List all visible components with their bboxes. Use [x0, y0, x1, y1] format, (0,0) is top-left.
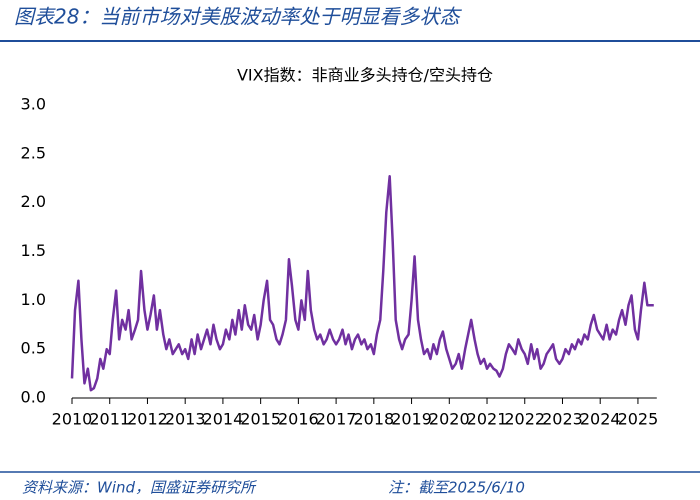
- source: 资料来源：Wind，国盛证券研究所: [22, 479, 257, 497]
- y-tick-label: 2.0: [21, 192, 46, 211]
- x-tick-label: 2015: [240, 410, 281, 429]
- x-tick-label: 2024: [580, 410, 621, 429]
- x-tick-label: 2018: [353, 410, 394, 429]
- x-tick-label: 2017: [316, 410, 357, 429]
- x-tick-label: 2013: [165, 410, 206, 429]
- x-tick-label: 2020: [429, 410, 470, 429]
- y-tick-label: 0.0: [21, 388, 46, 407]
- x-tick-label: 2012: [127, 410, 168, 429]
- x-tick-label: 2023: [542, 410, 583, 429]
- y-tick-label: 1.5: [21, 241, 46, 260]
- x-tick-label: 2010: [52, 410, 93, 429]
- x-tick-label: 2021: [467, 410, 508, 429]
- line-series: [70, 175, 654, 392]
- x-tick-label: 2016: [278, 410, 319, 429]
- y-tick-label: 1.0: [21, 290, 46, 309]
- x-tick-label: 2022: [504, 410, 545, 429]
- note: 注：截至2025/6/10: [388, 479, 525, 497]
- x-tick-label: 2014: [203, 410, 244, 429]
- chart-title: VIX指数：非商业多头持仓/空头持仓: [237, 66, 493, 85]
- x-tick-label: 2011: [89, 410, 130, 429]
- y-tick-label: 2.5: [21, 143, 46, 162]
- y-tick-label: 3.0: [21, 95, 46, 114]
- y-tick-label: 0.5: [21, 339, 46, 358]
- x-tick-label: 2025: [618, 410, 659, 429]
- x-tick-label: 2019: [391, 410, 432, 429]
- figure-title: 图表28：当前市场对美股波动率处于明显看多状态: [14, 5, 462, 29]
